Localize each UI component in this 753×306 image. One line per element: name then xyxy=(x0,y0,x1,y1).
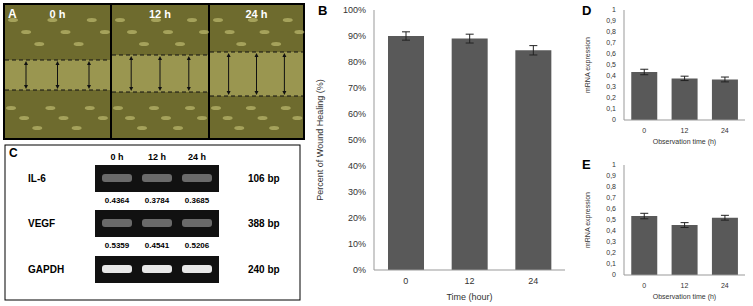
svg-text:60%: 60% xyxy=(348,109,366,119)
svg-text:0,1: 0,1 xyxy=(606,260,616,267)
svg-text:0,7: 0,7 xyxy=(606,194,616,201)
svg-text:0,4: 0,4 xyxy=(606,227,616,234)
svg-text:12: 12 xyxy=(681,282,689,289)
svg-text:0,6: 0,6 xyxy=(606,205,616,212)
svg-text:12: 12 xyxy=(681,127,689,134)
svg-text:0%: 0% xyxy=(353,265,366,275)
svg-text:0,6: 0,6 xyxy=(606,50,616,57)
svg-text:IL-6: IL-6 xyxy=(28,173,46,184)
svg-text:GAPDH: GAPDH xyxy=(28,264,64,275)
svg-text:0,2: 0,2 xyxy=(606,249,616,256)
svg-text:100%: 100% xyxy=(343,5,366,15)
svg-text:24: 24 xyxy=(721,282,729,289)
svg-text:1: 1 xyxy=(612,161,616,168)
svg-text:0,4: 0,4 xyxy=(606,72,616,79)
svg-text:VEGF: VEGF xyxy=(28,218,55,229)
html-text:D: D xyxy=(582,3,592,18)
svg-text:Observation time (h): Observation time (h) xyxy=(653,138,716,146)
svg-text:Observation time (h): Observation time (h) xyxy=(653,293,716,301)
svg-text:0 h: 0 h xyxy=(50,8,66,20)
svg-text:80%: 80% xyxy=(348,57,366,67)
svg-text:0.3784: 0.3784 xyxy=(145,196,170,205)
svg-text:1: 1 xyxy=(612,6,616,13)
svg-text:0,8: 0,8 xyxy=(606,28,616,35)
html-text:E: E xyxy=(582,157,591,172)
svg-text:0,9: 0,9 xyxy=(606,172,616,179)
svg-text:0,3: 0,3 xyxy=(606,238,616,245)
svg-text:0: 0 xyxy=(403,276,408,286)
svg-text:12 h: 12 h xyxy=(148,152,166,162)
svg-text:0,3: 0,3 xyxy=(606,83,616,90)
svg-text:0.3685: 0.3685 xyxy=(185,196,210,205)
svg-text:24 h: 24 h xyxy=(188,152,206,162)
svg-text:0: 0 xyxy=(612,116,616,123)
html-text:B: B xyxy=(318,3,328,18)
svg-text:0,8: 0,8 xyxy=(606,183,616,190)
svg-text:0,5: 0,5 xyxy=(606,61,616,68)
svg-text:A: A xyxy=(8,7,17,21)
svg-text:mRNA expression: mRNA expression xyxy=(584,37,592,93)
svg-text:50%: 50% xyxy=(348,135,366,145)
svg-text:70%: 70% xyxy=(348,83,366,93)
svg-text:0 h: 0 h xyxy=(110,152,123,162)
svg-text:0,7: 0,7 xyxy=(606,39,616,46)
svg-text:24 h: 24 h xyxy=(245,8,267,20)
svg-text:40%: 40% xyxy=(348,161,366,171)
svg-text:20%: 20% xyxy=(348,213,366,223)
svg-text:0: 0 xyxy=(612,271,616,278)
svg-text:0,5: 0,5 xyxy=(606,216,616,223)
svg-text:0.5206: 0.5206 xyxy=(185,241,210,250)
svg-text:90%: 90% xyxy=(348,31,366,41)
svg-text:Percent of Wound Healing (%): Percent of Wound Healing (%) xyxy=(315,79,325,200)
svg-text:Time (hour): Time (hour) xyxy=(446,292,492,302)
svg-text:10%: 10% xyxy=(348,239,366,249)
svg-text:388 bp: 388 bp xyxy=(248,218,280,229)
svg-text:24: 24 xyxy=(721,127,729,134)
svg-text:mRNA expression: mRNA expression xyxy=(584,192,592,248)
svg-text:30%: 30% xyxy=(348,187,366,197)
svg-text:12: 12 xyxy=(464,276,474,286)
svg-text:240 bp: 240 bp xyxy=(248,264,280,275)
svg-text:0.4541: 0.4541 xyxy=(145,241,170,250)
svg-text:0,1: 0,1 xyxy=(606,105,616,112)
svg-text:0,9: 0,9 xyxy=(606,17,616,24)
svg-text:0: 0 xyxy=(642,127,646,134)
svg-text:24: 24 xyxy=(528,276,538,286)
svg-text:106 bp: 106 bp xyxy=(248,173,280,184)
svg-text:0.4364: 0.4364 xyxy=(105,196,130,205)
svg-text:0: 0 xyxy=(642,282,646,289)
svg-text:0,2: 0,2 xyxy=(606,94,616,101)
svg-text:0.5359: 0.5359 xyxy=(105,241,130,250)
svg-text:12 h: 12 h xyxy=(149,8,171,20)
svg-text:C: C xyxy=(9,146,18,160)
